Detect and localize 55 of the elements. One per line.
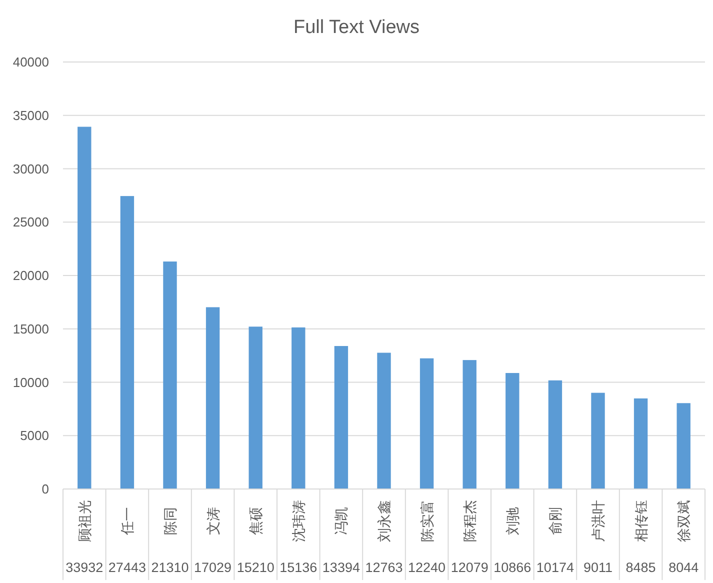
data-label: 10174 [536,560,574,575]
bar [334,346,348,489]
bar [163,262,177,489]
y-tick-label: 40000 [12,54,49,70]
bar [462,360,476,489]
data-label: 33932 [66,560,104,575]
x-tick-label: 沈玮涛 [290,500,306,542]
data-label: 8485 [626,560,656,575]
data-label: 15210 [236,560,274,575]
x-tick-label: 陈程杰 [462,500,478,542]
bar [120,196,134,489]
x-tick-label: 任一 [119,507,136,536]
chart-title: Full Text Views [293,17,420,38]
bar [206,307,220,489]
data-label: 27443 [108,560,146,575]
y-tick-label: 30000 [12,161,49,176]
y-tick-label: 10000 [12,374,49,390]
data-label: 10866 [494,560,532,575]
bar [634,398,648,489]
x-tick-label: 焦硕 [248,507,264,535]
y-tick-label: 5000 [20,428,49,444]
bar [548,380,562,489]
bar [420,358,434,489]
bar [248,326,262,489]
data-label: 12240 [408,560,446,575]
data-label: 12763 [365,560,403,575]
x-tick-label: 冯凯 [333,507,350,535]
x-tick-label: 徐双斌 [676,500,692,542]
x-tick-label: 陈实富 [418,500,435,542]
data-label: 9011 [583,560,613,575]
data-label: 17029 [194,560,232,575]
data-label: 12079 [450,560,488,575]
data-label: 15136 [280,560,318,575]
bar [292,327,306,489]
x-tick-label: 顾祖光 [76,500,92,542]
bar [506,373,520,489]
y-tick-label: 15000 [12,321,49,336]
bar [377,352,391,489]
data-label: 13394 [322,560,360,575]
x-tick-label: 文涛 [204,507,221,535]
data-label: 8044 [668,560,700,575]
y-tick-label: 20000 [12,268,49,283]
y-tick-label: 35000 [12,108,49,123]
x-tick-label: 刘永鑫 [376,500,392,542]
data-label: 21310 [151,560,189,575]
x-tick-label: 相传钰 [632,500,649,542]
x-tick-label: 刘驰 [504,507,520,535]
bar [78,126,92,489]
bar [676,403,690,489]
y-tick-label: 25000 [12,214,49,230]
x-tick-label: 俞刚 [547,507,564,535]
y-tick-label: 0 [42,482,49,496]
x-tick-label: 卢洪叶 [590,500,606,542]
x-tick-label: 陈同 [162,507,178,535]
bar [591,392,605,489]
